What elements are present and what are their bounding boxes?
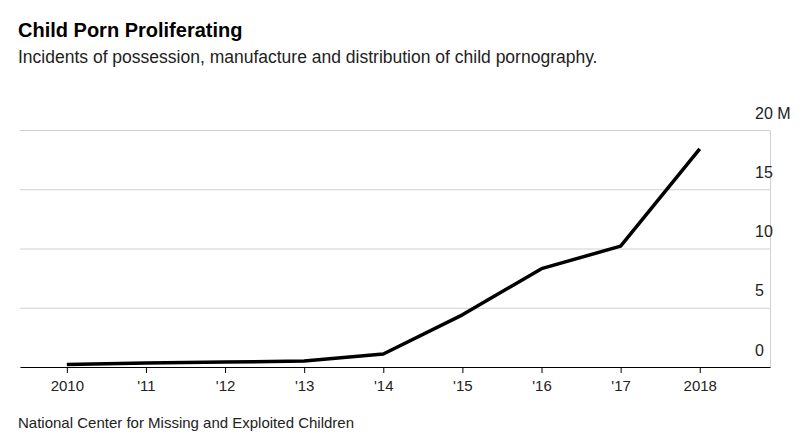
- x-tick: '11: [137, 367, 155, 394]
- y-tick-label: 0: [755, 342, 764, 359]
- x-tick-label: '15: [453, 377, 473, 394]
- x-tick-label: '11: [137, 377, 155, 394]
- x-axis-line: [21, 367, 771, 368]
- x-tick: '12: [216, 367, 236, 394]
- x-tick: '17: [611, 367, 631, 394]
- y-tick: 20 M: [20, 105, 791, 131]
- x-tick-mark: [462, 367, 463, 373]
- x-tick: '15: [453, 367, 473, 394]
- grid-line: [20, 308, 770, 309]
- source: National Center for Missing and Exploite…: [18, 414, 354, 431]
- x-tick-label: '13: [295, 377, 315, 394]
- grid-line: [20, 130, 770, 131]
- y-tick: 5: [20, 282, 770, 308]
- data-line: [67, 149, 700, 364]
- x-tick-mark: [67, 367, 68, 373]
- y-tick-label: 5: [755, 282, 764, 299]
- grid-line: [20, 189, 770, 190]
- chart: Child Porn Proliferating Incidents of pos…: [0, 0, 805, 444]
- x-tick-label: 2010: [51, 377, 84, 394]
- title: Child Porn Proliferating: [18, 19, 242, 41]
- x-tick: '14: [374, 367, 394, 394]
- subtitle: Incidents of possession, manufacture and…: [18, 47, 597, 67]
- y-tick-label: 20 M: [755, 105, 791, 122]
- plot-area: [67, 149, 700, 364]
- x-axis: 2010 '11 '12 '13 '14 '15 '16 '17 2018: [21, 367, 771, 394]
- y-tick-label: 10: [755, 223, 773, 240]
- y-tick-label: 15: [755, 164, 773, 181]
- x-tick-label: 2018: [684, 377, 717, 394]
- x-tick-mark: [700, 367, 701, 373]
- x-tick-mark: [146, 367, 147, 373]
- grid-line: [20, 249, 770, 250]
- x-tick: '13: [295, 367, 315, 394]
- x-tick-label: '14: [374, 377, 394, 394]
- y-tick: 15: [20, 164, 773, 190]
- x-tick-mark: [621, 367, 622, 373]
- x-tick-mark: [304, 367, 305, 373]
- grid-line: [20, 367, 770, 368]
- x-tick: '16: [532, 367, 552, 394]
- x-tick-label: '17: [611, 377, 631, 394]
- x-tick-mark: [383, 367, 384, 373]
- y-axis: 0 5 10 15 20 M: [20, 105, 791, 368]
- x-tick-mark: [542, 367, 543, 373]
- x-tick-label: '16: [532, 377, 552, 394]
- x-tick-mark: [225, 367, 226, 373]
- y-tick: 10: [20, 223, 773, 249]
- x-tick: 2018: [684, 367, 717, 394]
- x-tick-label: '12: [216, 377, 236, 394]
- x-tick: 2010: [51, 367, 84, 394]
